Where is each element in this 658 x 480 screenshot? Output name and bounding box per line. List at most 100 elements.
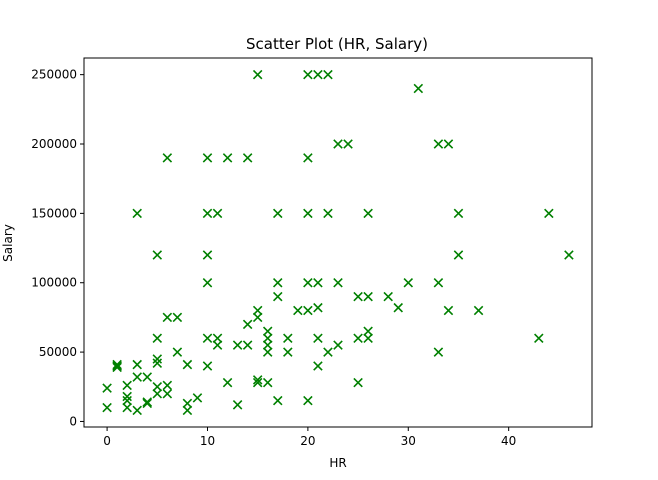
data-point <box>202 208 213 219</box>
data-point <box>202 250 213 260</box>
data-point <box>303 305 313 316</box>
data-point <box>383 291 393 302</box>
data-point <box>473 305 484 316</box>
y-tick-label: 250000 <box>31 68 77 82</box>
data-point <box>172 312 183 323</box>
data-point <box>152 250 163 260</box>
data-point <box>272 291 283 302</box>
x-tick-label: 0 <box>103 434 111 448</box>
chart-title: Scatter Plot (HR, Salary) <box>246 35 428 53</box>
data-point <box>122 395 132 406</box>
data-point <box>152 382 163 392</box>
y-tick-label: 200000 <box>31 137 77 151</box>
data-point <box>162 312 173 323</box>
x-tick-label: 30 <box>401 434 416 448</box>
data-point <box>132 372 142 382</box>
data-point <box>252 377 263 388</box>
data-point <box>122 391 132 402</box>
data-point <box>313 302 323 313</box>
data-point <box>252 69 263 80</box>
data-point <box>122 402 132 413</box>
data-point <box>162 153 173 163</box>
data-point <box>102 383 112 393</box>
data-point <box>142 397 153 407</box>
data-point <box>102 402 112 413</box>
data-point <box>142 372 153 382</box>
data-point <box>182 359 193 370</box>
data-point <box>303 208 313 219</box>
data-point <box>343 139 353 149</box>
data-point <box>202 277 213 288</box>
data-point <box>544 208 554 219</box>
data-point <box>152 358 163 368</box>
x-tick-label: 10 <box>200 434 215 448</box>
data-point <box>403 277 414 288</box>
data-point <box>363 326 373 337</box>
data-point <box>393 302 404 313</box>
data-point <box>363 333 373 343</box>
y-tick-label: 150000 <box>31 206 77 220</box>
data-point <box>232 400 243 410</box>
data-point <box>222 153 233 163</box>
data-point <box>262 347 273 357</box>
data-point <box>293 305 303 316</box>
data-point <box>283 333 293 343</box>
data-point <box>252 375 263 385</box>
x-axis-ticks: 0 10 20 30 40 <box>103 427 516 448</box>
data-point <box>212 333 223 343</box>
data-point <box>202 361 213 371</box>
data-point <box>262 340 273 350</box>
data-point <box>252 305 263 316</box>
data-point <box>132 405 142 416</box>
y-tick-label: 50000 <box>39 345 77 359</box>
data-point <box>323 347 333 357</box>
data-point <box>303 153 313 163</box>
data-point <box>333 277 343 288</box>
data-point <box>313 277 323 288</box>
data-point <box>303 69 313 80</box>
data-point <box>162 388 173 399</box>
data-point <box>152 354 163 364</box>
data-point <box>272 208 283 219</box>
data-point <box>443 139 454 149</box>
data-point <box>453 250 464 260</box>
data-point <box>112 359 122 370</box>
data-point <box>323 208 333 219</box>
data-point <box>262 333 273 343</box>
data-point <box>303 277 313 288</box>
data-point <box>283 347 293 357</box>
data-point <box>112 362 122 373</box>
data-point <box>202 333 213 343</box>
data-point <box>303 395 313 406</box>
data-point <box>182 398 193 409</box>
data-point <box>152 388 163 399</box>
data-point <box>433 347 444 357</box>
y-axis-label: Salary <box>1 224 15 262</box>
data-point <box>212 208 223 219</box>
data-point <box>353 291 363 302</box>
data-point <box>212 340 223 350</box>
data-point <box>262 326 273 337</box>
data-point <box>313 333 323 343</box>
data-point <box>363 291 373 302</box>
data-point <box>242 340 253 350</box>
y-tick-label: 0 <box>69 414 77 428</box>
data-point <box>363 208 373 219</box>
data-points <box>102 69 574 416</box>
data-point <box>433 277 444 288</box>
data-point <box>443 305 454 316</box>
data-point <box>252 312 263 323</box>
data-point <box>192 393 203 403</box>
data-point <box>152 333 163 343</box>
data-point <box>313 361 323 371</box>
data-point <box>202 153 213 163</box>
data-point <box>333 340 343 350</box>
data-point <box>353 333 363 343</box>
data-point <box>272 395 283 406</box>
data-point <box>242 153 253 163</box>
data-point <box>313 69 323 80</box>
data-point <box>262 377 273 388</box>
data-point <box>453 208 464 219</box>
